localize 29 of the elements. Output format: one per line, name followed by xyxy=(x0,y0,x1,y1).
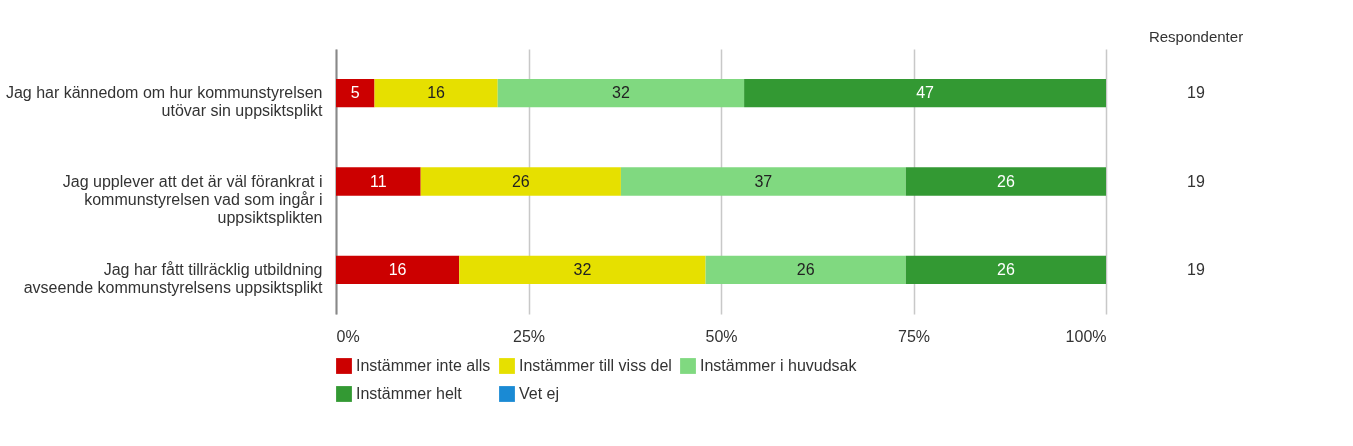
x-tick-label: 0% xyxy=(336,327,360,345)
text: 19 xyxy=(1187,172,1205,190)
text: 19 xyxy=(1187,84,1205,102)
data-label: 11 xyxy=(370,172,387,190)
data-label: 5 xyxy=(350,84,360,102)
y-tick-label: Jag upplever att det är väl förankrat i kommunstyrelsen vad som ingår i uppsiktsplikten xyxy=(62,172,323,226)
data-label: 26 xyxy=(997,260,1015,278)
y-tick-label: Jag har fått tillräcklig utbildning avseende kommunstyrelsens uppsiktsplikt xyxy=(23,260,324,296)
legend-label: Instämmer till viss del xyxy=(519,357,672,374)
legend-label: Vet ej xyxy=(519,385,560,402)
x-tick-label: 50% xyxy=(705,327,738,345)
data-label: 32 xyxy=(612,84,630,102)
data-label: 16 xyxy=(427,84,446,102)
legend-label: Instämmer inte alls xyxy=(356,357,491,374)
data-label: 26 xyxy=(997,172,1015,190)
data-label: 47 xyxy=(916,84,935,102)
data-label: 26 xyxy=(796,260,815,278)
text: 19 xyxy=(1187,260,1205,278)
x-tick-label: 25% xyxy=(512,327,546,345)
x-tick-label: 75% xyxy=(897,327,931,345)
legend-label: Instämmer i huvudsak xyxy=(700,357,858,374)
data-label: 16 xyxy=(388,260,407,278)
y-tick-label: Jag har kännedom om hur kommunstyrelsen utövar sin uppsiktsplikt xyxy=(5,84,324,120)
data-label: 26 xyxy=(511,172,530,190)
x-tick-label: 100% xyxy=(1065,327,1107,345)
data-label: 37 xyxy=(754,172,773,190)
legend-label: Instämmer helt xyxy=(356,385,463,402)
data-label: 32 xyxy=(573,260,592,278)
text: Respondenter xyxy=(1148,28,1244,45)
